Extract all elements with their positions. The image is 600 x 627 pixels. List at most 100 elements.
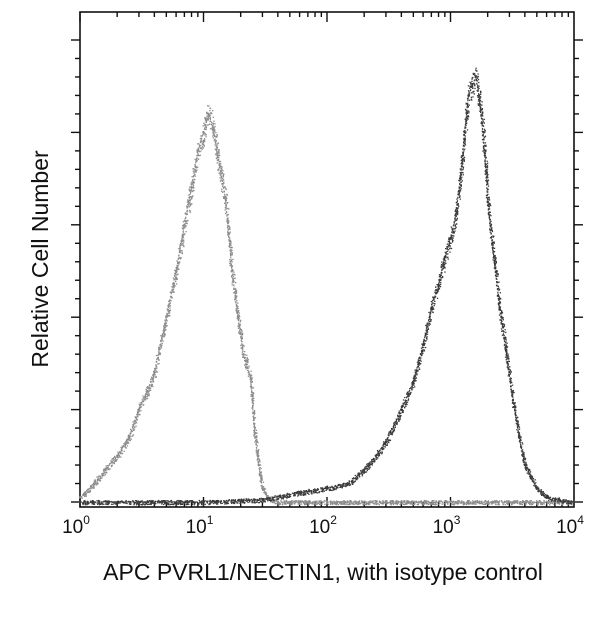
noise-dot	[212, 134, 215, 136]
noise-dot	[230, 251, 232, 253]
noise-dot	[183, 227, 186, 229]
noise-dot	[363, 502, 365, 505]
noise-dot	[538, 500, 541, 502]
noise-dot	[139, 402, 141, 404]
noise-dot	[464, 137, 466, 139]
noise-dot	[198, 155, 200, 157]
noise-dot	[537, 502, 539, 504]
noise-dot	[442, 268, 444, 270]
noise-dot	[314, 491, 316, 494]
noise-dot	[508, 369, 510, 371]
noise-dot	[114, 458, 117, 460]
noise-dot	[396, 421, 398, 423]
noise-dot	[471, 99, 473, 101]
noise-dot	[478, 87, 480, 90]
noise-dot	[419, 359, 421, 361]
noise-dot	[214, 139, 216, 141]
noise-dot	[181, 243, 183, 245]
noise-dot	[456, 208, 458, 210]
noise-dot	[223, 501, 225, 503]
noise-dot	[164, 323, 166, 325]
noise-dot	[467, 502, 469, 505]
noise-dot	[162, 329, 165, 331]
noise-dot	[506, 500, 508, 502]
noise-dot	[465, 121, 467, 123]
noise-dot	[381, 452, 383, 454]
noise-dot	[254, 498, 256, 500]
noise-dot	[282, 494, 284, 496]
noise-dot	[252, 386, 254, 389]
noise-dot	[442, 503, 444, 505]
noise-dot	[168, 312, 171, 314]
noise-dot	[231, 249, 233, 252]
noise-dot	[409, 501, 411, 503]
noise-dot	[525, 461, 527, 463]
noise-dot	[229, 243, 231, 245]
noise-dot	[239, 321, 241, 323]
noise-dot	[513, 502, 515, 505]
noise-dot	[386, 501, 388, 503]
noise-dot	[484, 165, 486, 167]
noise-dot	[485, 168, 487, 170]
noise-dot	[103, 474, 105, 477]
noise-dot	[168, 312, 170, 314]
noise-dot	[132, 424, 135, 427]
noise-dot	[126, 443, 128, 445]
noise-dot	[390, 504, 392, 506]
noise-dot	[503, 331, 505, 333]
noise-dot	[201, 500, 203, 502]
noise-dot	[458, 196, 461, 198]
noise-dot	[549, 504, 551, 506]
noise-dot	[298, 490, 300, 492]
noise-dot	[345, 484, 347, 486]
noise-dot	[111, 458, 114, 460]
noise-dot	[224, 207, 226, 209]
noise-dot	[431, 301, 433, 303]
noise-dot	[138, 408, 141, 410]
noise-dot	[472, 91, 474, 93]
noise-dot	[193, 178, 195, 181]
noise-dot	[498, 288, 501, 291]
noise-dot	[451, 500, 453, 503]
noise-dot	[479, 110, 481, 112]
noise-dot	[99, 501, 101, 503]
noise-dot	[232, 269, 234, 271]
noise-dot	[150, 376, 153, 378]
noise-dot	[321, 501, 323, 503]
noise-dot	[304, 500, 306, 502]
noise-dot	[523, 501, 525, 503]
noise-dot	[509, 380, 511, 383]
noise-dot	[281, 497, 283, 499]
noise-dot	[523, 464, 525, 466]
noise-dot	[161, 501, 163, 504]
noise-dot	[481, 139, 484, 141]
noise-dot	[94, 482, 96, 484]
noise-dot	[253, 418, 255, 420]
noise-dot	[379, 500, 381, 502]
noise-dot	[506, 362, 508, 364]
noise-dot	[115, 459, 118, 462]
noise-dot	[298, 500, 300, 502]
noise-dot	[386, 441, 388, 443]
noise-dot	[456, 223, 458, 225]
noise-dot	[208, 105, 210, 107]
noise-dot	[501, 312, 503, 315]
noise-dot	[523, 462, 525, 464]
noise-dot	[201, 502, 203, 504]
noise-dot	[480, 106, 482, 108]
noise-dot	[303, 503, 306, 506]
noise-dot	[162, 334, 164, 337]
noise-dot	[91, 503, 93, 505]
noise-dot	[474, 85, 476, 87]
noise-dot	[520, 439, 522, 441]
noise-dot	[148, 393, 150, 395]
noise-dot	[345, 483, 347, 485]
noise-dot	[458, 194, 460, 196]
noise-dot	[216, 499, 219, 502]
noise-dot	[89, 490, 91, 492]
noise-dot	[216, 502, 218, 504]
noise-dot	[153, 372, 155, 374]
noise-dot	[496, 281, 498, 283]
noise-dot	[470, 503, 473, 505]
noise-dot	[449, 236, 452, 239]
